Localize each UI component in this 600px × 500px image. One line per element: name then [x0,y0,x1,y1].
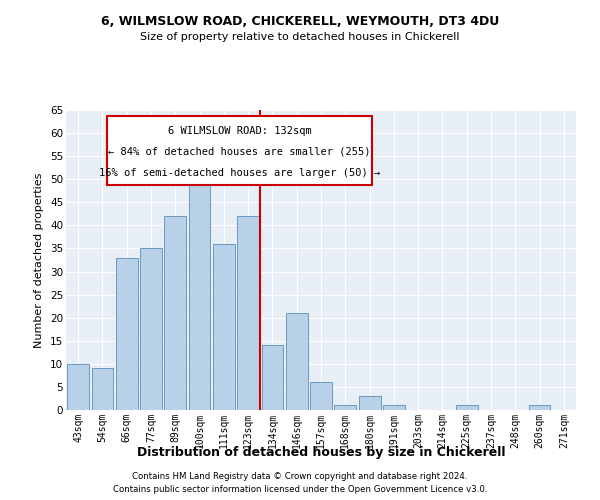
Text: Size of property relative to detached houses in Chickerell: Size of property relative to detached ho… [140,32,460,42]
Text: Contains HM Land Registry data © Crown copyright and database right 2024.: Contains HM Land Registry data © Crown c… [132,472,468,481]
Text: Distribution of detached houses by size in Chickerell: Distribution of detached houses by size … [137,446,505,459]
Bar [529,406,550,410]
Bar [67,364,89,410]
Text: 6, WILMSLOW ROAD, CHICKERELL, WEYMOUTH, DT3 4DU: 6, WILMSLOW ROAD, CHICKERELL, WEYMOUTH, … [101,15,499,28]
Bar [237,216,259,410]
Bar [116,258,137,410]
Text: Contains public sector information licensed under the Open Government Licence v3: Contains public sector information licen… [113,485,487,494]
Bar [286,313,308,410]
Y-axis label: Number of detached properties: Number of detached properties [34,172,44,348]
Bar [310,382,332,410]
Bar [334,406,356,410]
Bar [383,406,405,410]
Text: 6 WILMSLOW ROAD: 132sqm: 6 WILMSLOW ROAD: 132sqm [167,126,311,136]
Text: 16% of semi-detached houses are larger (50) →: 16% of semi-detached houses are larger (… [99,168,380,177]
Bar [91,368,113,410]
Bar [188,147,211,410]
Bar [456,406,478,410]
FancyBboxPatch shape [107,116,372,185]
Bar [262,346,283,410]
Bar [359,396,380,410]
Bar [213,244,235,410]
Bar [140,248,162,410]
Text: ← 84% of detached houses are smaller (255): ← 84% of detached houses are smaller (25… [108,147,371,157]
Bar [164,216,186,410]
